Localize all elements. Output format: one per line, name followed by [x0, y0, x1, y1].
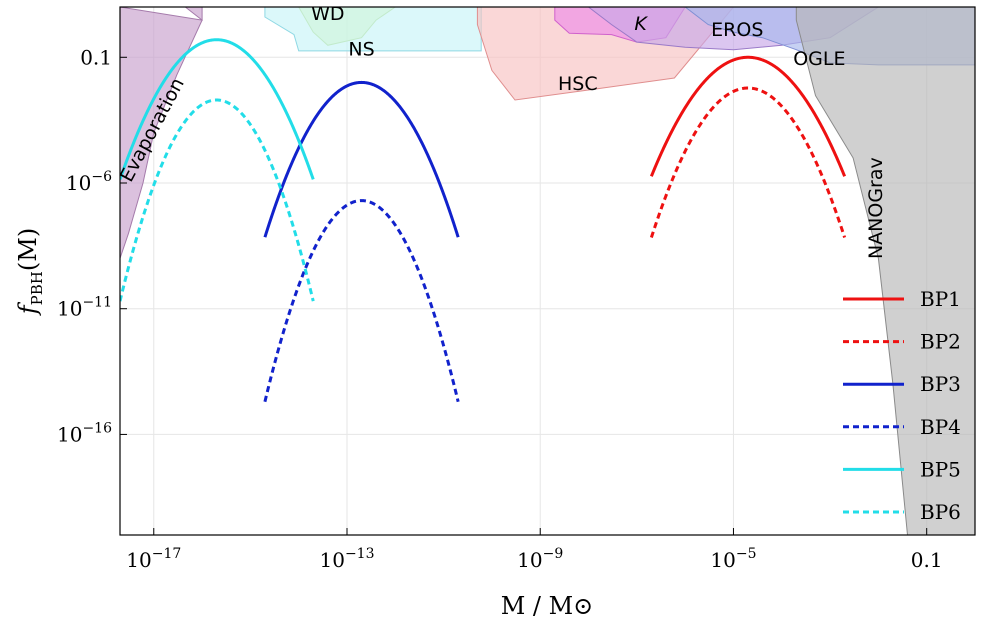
x-tick-label-2: 10−9: [517, 546, 563, 572]
legend-label-bp3: BP3: [920, 372, 961, 396]
x-tick-label-0: 10−17: [126, 546, 181, 572]
label-nanograv: NANOGrav: [865, 157, 887, 259]
curve-bp3: [263, 80, 460, 238]
x-tick-label-4: 0.1: [911, 548, 943, 572]
constraint-regions: [120, 7, 975, 535]
legend: BP1 BP2 BP3 BP4 BP5 BP6: [843, 287, 961, 524]
x-axis-title: M / M⊙: [501, 592, 594, 620]
y-tick-label-0: 0.1: [80, 45, 112, 69]
label-eros: EROS: [711, 19, 763, 41]
legend-label-bp4: BP4: [920, 415, 961, 439]
label-hsc: HSC: [558, 73, 598, 95]
x-tick-label-1: 10−13: [319, 546, 374, 572]
y-axis-title-sub: PBH: [28, 271, 46, 305]
legend-label-bp5: BP5: [920, 457, 961, 481]
curve-bp5: [120, 38, 315, 180]
label-k: K: [634, 13, 648, 35]
legend-label-bp2: BP2: [920, 330, 961, 354]
curve-layer: [120, 38, 847, 403]
constraint-evaporation-region: [120, 7, 203, 259]
axis-ticks: 10−17 10−13 10−9 10−5 0.1 0.1 10−6 10−11 10−16: [57, 45, 943, 572]
x-tick-label-3: 10−5: [710, 546, 756, 572]
label-ns: NS: [348, 38, 374, 60]
constraint-ns-region: [264, 7, 482, 52]
plot-frame: [119, 6, 976, 536]
curve-bp4: [263, 199, 460, 403]
y-tick-label-3: 10−16: [57, 420, 112, 446]
y-tick-label-1: 10−6: [66, 169, 112, 195]
y-tick-label-2: 10−11: [57, 295, 112, 321]
legend-label-bp1: BP1: [920, 287, 961, 311]
label-ogle: OGLE: [793, 48, 845, 70]
curve-bp2: [649, 86, 847, 238]
curve-bp6: [120, 98, 315, 302]
curve-bp1: [649, 55, 847, 177]
constraint-nanograv-region: [795, 7, 975, 535]
legend-label-bp6: BP6: [920, 500, 961, 524]
y-axis-title-suffix: (M): [14, 228, 42, 271]
y-axis-title: fPBH(M): [14, 228, 46, 316]
label-wd: WD: [311, 3, 344, 25]
